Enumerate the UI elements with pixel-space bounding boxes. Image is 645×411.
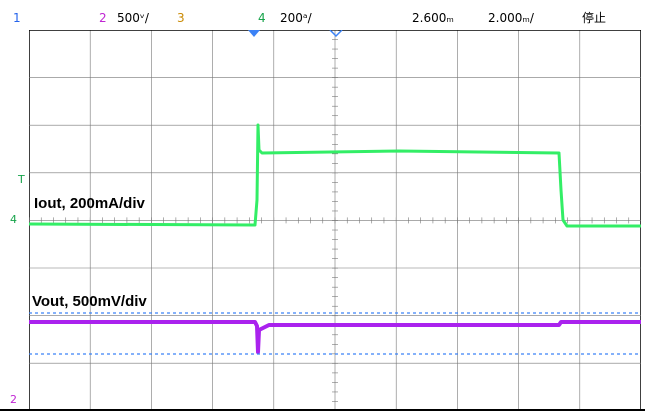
current-trace xyxy=(29,123,641,228)
time-reference-icon[interactable] xyxy=(329,30,343,38)
voltage-trace xyxy=(29,320,641,354)
voltage-channel-annotation: Vout, 500mV/div xyxy=(32,293,147,310)
trigger-position-icon[interactable] xyxy=(248,30,262,38)
display-bottom-border xyxy=(0,409,645,411)
time-position: 2.600ₘ xyxy=(412,11,454,25)
ch4-ground-marker[interactable]: 4 xyxy=(10,213,17,226)
status-bar: 1 2 500ᵛ/ 3 4 200ᵃ/ 2.600ₘ 2.000ₘ/ 停止 xyxy=(0,0,645,30)
current-channel-annotation: Iout, 200mA/div xyxy=(34,195,145,212)
ch4-scale: 200ᵃ/ xyxy=(280,11,312,25)
ch2-scale: 500ᵛ/ xyxy=(117,11,149,25)
ch2-ground-marker[interactable]: 2 xyxy=(10,393,17,406)
run-state[interactable]: 停止 xyxy=(582,11,607,25)
ch2-label[interactable]: 2 xyxy=(99,11,107,25)
ch4-label[interactable]: 4 xyxy=(258,11,266,25)
timebase[interactable]: 2.000ₘ/ xyxy=(488,11,534,25)
center-axis-ticks xyxy=(29,30,630,402)
trigger-level-marker[interactable]: T xyxy=(18,173,25,186)
ch1-label[interactable]: 1 xyxy=(13,11,21,25)
waveform-display[interactable] xyxy=(29,30,641,411)
ch3-label[interactable]: 3 xyxy=(177,11,185,25)
